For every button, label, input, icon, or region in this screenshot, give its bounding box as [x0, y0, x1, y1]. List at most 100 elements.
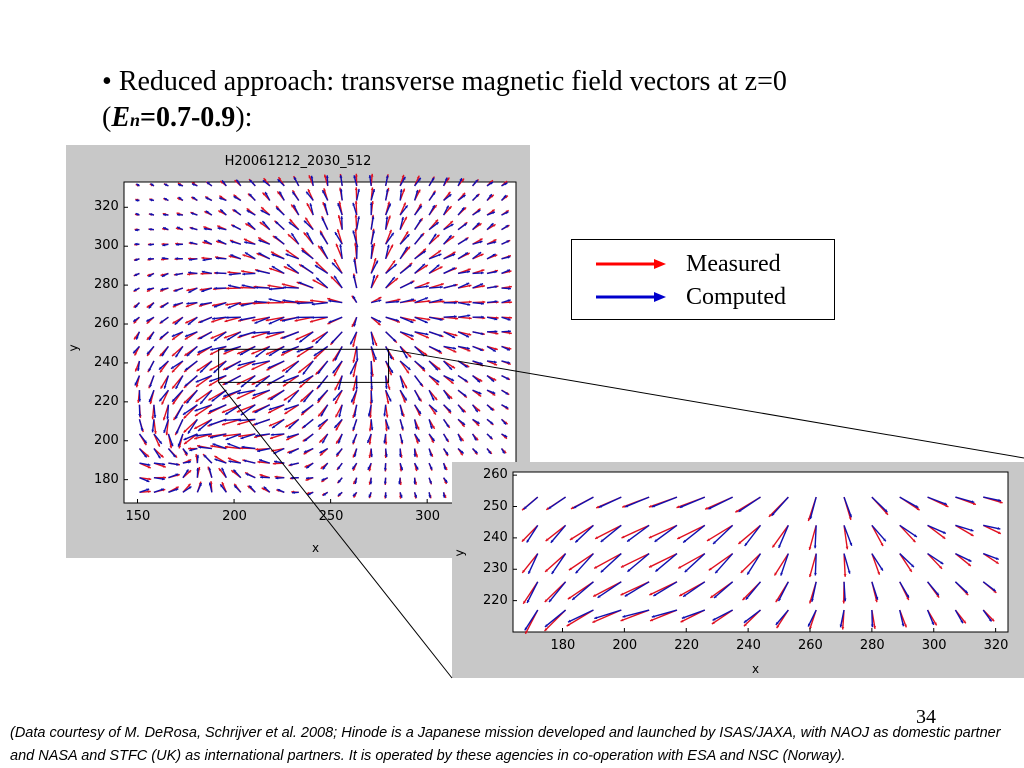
vector-head — [464, 252, 468, 256]
vector-head — [452, 253, 456, 257]
vector-head — [259, 222, 263, 225]
vector-head — [503, 195, 507, 199]
vector-head — [550, 539, 554, 543]
vector-head — [186, 400, 190, 404]
plot-area — [512, 471, 1009, 633]
vector-head — [148, 227, 152, 231]
inset-plot-axes — [512, 471, 1009, 635]
y-tick-label: 230 — [483, 561, 508, 577]
vector-head — [593, 594, 597, 597]
vector-head — [544, 599, 548, 603]
y-tick-label: 240 — [483, 529, 508, 545]
vector-head — [217, 227, 221, 230]
vector-head — [708, 506, 712, 510]
vector-head — [405, 231, 409, 235]
field-vector — [814, 525, 817, 549]
vector-head — [238, 302, 242, 306]
field-vector — [622, 609, 650, 618]
vector-head — [508, 329, 511, 333]
vector-head — [163, 430, 167, 433]
vector-head — [327, 297, 331, 301]
vector-head — [276, 207, 280, 211]
vector-head — [808, 623, 811, 627]
vector-head — [183, 400, 187, 404]
vector-head — [477, 210, 481, 213]
vector-head — [404, 205, 408, 209]
vector-head — [226, 337, 230, 341]
vector-head — [713, 541, 716, 544]
vector-head — [306, 203, 310, 207]
vector-head — [300, 264, 304, 268]
vector-head — [213, 338, 217, 341]
vector-head — [354, 214, 358, 218]
vector-head — [505, 225, 509, 228]
vector-head — [436, 234, 440, 238]
vector-head — [252, 331, 256, 335]
vector-head — [936, 592, 939, 596]
vector-head — [282, 336, 286, 339]
field-vector — [746, 553, 762, 575]
vector-head — [441, 300, 445, 303]
vector-head — [198, 445, 202, 449]
field-vector — [620, 552, 650, 568]
field-vector — [251, 331, 271, 339]
vector-head — [507, 299, 511, 303]
vector-head — [883, 538, 886, 542]
field-vector — [843, 553, 851, 574]
vector-head — [216, 256, 219, 260]
vector-head — [163, 476, 167, 480]
vector-head — [322, 202, 326, 206]
field-vector — [843, 525, 849, 550]
vector-head — [845, 546, 849, 550]
x-tick-label: 200 — [612, 638, 638, 653]
vector-head — [184, 353, 188, 356]
vector-head — [494, 317, 498, 321]
vector-head — [350, 341, 353, 345]
y-tick-label: 240 — [94, 354, 119, 370]
vector-head — [135, 336, 139, 340]
vector-head — [189, 241, 193, 245]
field-vector — [298, 281, 314, 289]
vector-head — [312, 279, 316, 283]
vector-head — [278, 177, 282, 181]
field-vector — [654, 524, 678, 543]
vector-head — [452, 251, 456, 255]
vector-head — [353, 295, 356, 299]
field-vector — [807, 609, 817, 627]
vector-head — [906, 594, 909, 598]
vector-head — [402, 188, 405, 192]
vector-head — [175, 243, 179, 246]
field-vector — [899, 609, 905, 627]
vector-head — [526, 539, 530, 543]
vector-head — [371, 342, 375, 346]
vector-head — [158, 366, 162, 370]
vector-head — [186, 301, 190, 305]
field-vector — [955, 524, 974, 537]
vector-head — [848, 516, 852, 520]
vector-head — [314, 265, 318, 268]
vector-head — [296, 301, 300, 305]
vector-head — [813, 545, 817, 549]
vector-head — [294, 319, 298, 322]
vector-head — [187, 430, 191, 434]
vector-head — [814, 572, 817, 576]
field-vector — [926, 609, 935, 626]
vector-head — [224, 319, 228, 323]
vector-head — [621, 535, 625, 539]
vector-head — [287, 234, 291, 238]
vector-head — [143, 440, 147, 444]
field-vector — [199, 389, 213, 405]
vector-head — [370, 187, 374, 191]
vector-head — [194, 426, 198, 429]
vector-head — [419, 205, 422, 209]
y-tick-label: 220 — [94, 393, 119, 409]
vector-head — [296, 315, 299, 319]
field-vector — [843, 525, 853, 546]
field-vector — [594, 609, 622, 620]
vector-head — [281, 283, 285, 286]
vector-head — [299, 339, 303, 343]
vector-head — [653, 593, 657, 597]
vector-head — [134, 336, 137, 340]
field-vector — [777, 581, 789, 602]
vector-head — [306, 191, 309, 195]
